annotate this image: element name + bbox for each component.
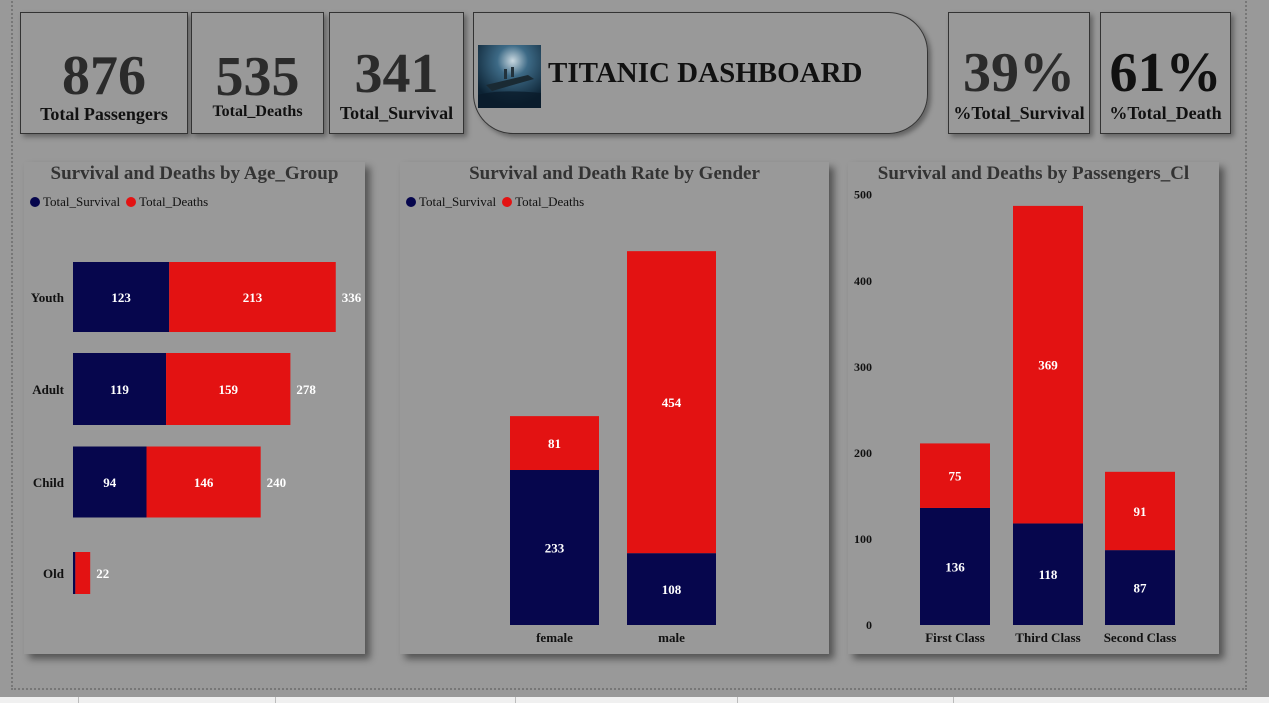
bar-segment-deaths[interactable]	[166, 353, 291, 425]
kpi-value: 39%	[963, 42, 1075, 104]
kpi-value: 341	[354, 43, 439, 105]
data-label-survival: 123	[111, 290, 131, 305]
chart-legend: Total_Survival Total_Deaths	[30, 194, 214, 210]
kpi-value: 535	[215, 46, 300, 108]
bar-segment-survival[interactable]	[920, 507, 990, 625]
category-label: Adult	[32, 382, 64, 397]
legend-item-deaths[interactable]: Total_Deaths	[126, 194, 208, 209]
data-label-total: 336	[342, 290, 362, 305]
y-tick-label: 500	[854, 188, 872, 202]
bar-segment-survival[interactable]	[73, 353, 167, 425]
kpi-total-survival: 341 Total_Survival	[329, 12, 464, 134]
legend-label: Total_Deaths	[139, 194, 209, 209]
gender-chart-panel: Survival and Death Rate by Gender Total_…	[400, 162, 829, 654]
x-tick-label: female	[536, 630, 573, 645]
bar-segment-survival[interactable]	[1013, 523, 1083, 625]
bar-segment-survival[interactable]	[1105, 550, 1175, 625]
data-label-deaths: 81	[548, 436, 561, 451]
data-label-survival: 136	[945, 559, 965, 574]
chart-legend: Total_Survival Total_Deaths	[406, 194, 590, 210]
class-chart-panel: Survival and Deaths by Passengers_Cl 136…	[848, 162, 1219, 654]
y-tick-label: 100	[854, 532, 872, 546]
data-label-deaths: 91	[1134, 504, 1147, 519]
bar-segment-survival[interactable]	[73, 552, 76, 594]
kpi-total-deaths: 535 Total_Deaths	[191, 12, 324, 134]
bar-segment-survival[interactable]	[73, 446, 147, 518]
class-bar-chart: 136 75 First Class 118 369 Third Class 87 91 Sec…	[854, 188, 1177, 645]
data-label-survival: 94	[103, 475, 117, 490]
x-tick-label: Third Class	[1015, 630, 1080, 645]
dashboard-title-box: TITANIC DASHBOARD	[473, 12, 928, 134]
data-label-deaths: 369	[1038, 358, 1058, 373]
data-label-survival: 87	[1134, 581, 1148, 596]
bar-segment-deaths[interactable]	[627, 251, 716, 554]
y-tick-label: 200	[854, 446, 872, 460]
bar-segment-deaths[interactable]	[920, 443, 990, 508]
data-label-survival: 119	[110, 382, 129, 397]
y-tick-label: 300	[854, 360, 872, 374]
bar-segment-deaths[interactable]	[1013, 205, 1083, 524]
bottom-tab-strip	[0, 697, 1269, 703]
data-label-total: 240	[267, 475, 287, 490]
legend-label: Total_Survival	[43, 194, 121, 209]
y-tick-label: 400	[854, 274, 872, 288]
bar-segment-deaths[interactable]	[510, 416, 599, 471]
bar-segment-deaths[interactable]	[1105, 471, 1175, 551]
x-tick-label: male	[658, 630, 685, 645]
x-tick-label: Second Class	[1104, 630, 1177, 645]
bar-segment-survival[interactable]	[73, 262, 170, 332]
chart-title: Survival and Death Rate by Gender	[469, 163, 760, 184]
data-label-survival: 108	[662, 582, 682, 597]
data-label-survival: 118	[1039, 567, 1058, 582]
kpi-label: Total Passengers	[40, 104, 168, 124]
bar-segment-deaths[interactable]	[169, 262, 336, 332]
data-label-deaths: 213	[243, 290, 263, 305]
legend-label: Total_Deaths	[515, 194, 585, 209]
titanic-ship-image	[478, 45, 541, 108]
category-label: Youth	[31, 290, 65, 305]
dashboard-frame	[11, 0, 1247, 690]
kpi-label: Total_Survival	[339, 103, 454, 123]
dashboard-title: TITANIC DASHBOARD	[548, 57, 863, 89]
legend-item-survival[interactable]: Total_Survival	[30, 194, 120, 209]
legend-label: Total_Survival	[419, 194, 497, 209]
bar-segment-deaths[interactable]	[146, 446, 261, 518]
bar-segment-survival[interactable]	[627, 553, 716, 625]
legend-item-deaths[interactable]: Total_Deaths	[502, 194, 584, 209]
legend-item-survival[interactable]: Total_Survival	[406, 194, 496, 209]
data-label-deaths: 159	[218, 382, 238, 397]
category-label: Old	[43, 566, 65, 581]
kpi-percent-survival: 39% %Total_Survival	[948, 12, 1090, 134]
chart-title: Survival and Deaths by Passengers_Cl	[877, 163, 1190, 184]
category-label: Child	[33, 475, 65, 490]
data-label-total: 22	[96, 566, 109, 581]
kpi-total-passengers: 876 Total Passengers	[20, 12, 188, 134]
kpi-percent-death: 61% %Total_Death	[1100, 12, 1231, 134]
data-label-deaths: 146	[194, 475, 214, 490]
data-label-deaths: 75	[949, 469, 963, 484]
bar-segment-deaths[interactable]	[75, 552, 91, 594]
data-label-total: 278	[296, 382, 316, 397]
data-label-deaths: 454	[662, 395, 682, 410]
y-tick-label: 0	[866, 618, 872, 632]
age-group-chart-panel: Survival and Deaths by Age_Group Total_S…	[24, 162, 365, 654]
bar-segment-survival[interactable]	[510, 470, 599, 625]
data-label-survival: 233	[545, 541, 565, 556]
x-tick-label: First Class	[925, 630, 985, 645]
kpi-label: %Total_Survival	[953, 103, 1085, 123]
chart-title: Survival and Deaths by Age_Group	[50, 163, 339, 184]
age-group-bar-chart: Youth 123 213 336 Adult 119 159 278 Child 94 146 24…	[31, 262, 362, 594]
kpi-value: 61%	[1109, 42, 1222, 104]
gender-bar-chart: 233 81 female 108 454 male	[510, 251, 716, 645]
kpi-value: 876	[62, 45, 146, 107]
kpi-label: Total_Deaths	[212, 103, 303, 120]
kpi-label: %Total_Death	[1109, 103, 1222, 123]
